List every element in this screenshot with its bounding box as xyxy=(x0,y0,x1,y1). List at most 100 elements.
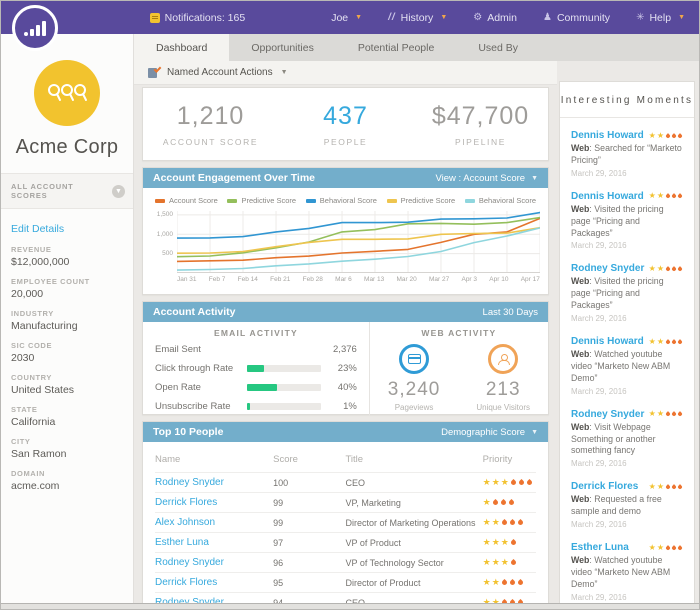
notifications-button[interactable]: Notifications: 165 xyxy=(149,12,245,24)
legend-item: Behavioral Score xyxy=(464,196,536,205)
legend-swatch xyxy=(464,198,475,203)
priority-rating: ★ ★ xyxy=(649,336,683,346)
legend-label: Account Score xyxy=(169,196,218,205)
flame-icon xyxy=(677,132,683,139)
moment-header: Dennis Howard ★ ★ xyxy=(571,130,683,141)
tab-opportunities[interactable]: Opportunities xyxy=(251,41,314,54)
moment-text: Web: Visited the pricing page “Pricing a… xyxy=(571,276,664,311)
summary-stats-card: 1,210 ACCOUNT SCORE 437 PEOPLE $47,700 PIPELI… xyxy=(142,87,549,161)
caret-down-icon: ▼ xyxy=(440,14,448,21)
metric-bar xyxy=(247,384,321,391)
table-row: Rodney Snyder 100 CEO ★ ★ ★ xyxy=(155,472,536,492)
table-row: Rodney Snyder 96 VP of Technology Sector ★ ★… xyxy=(155,552,536,572)
tab-dashboard[interactable]: Dashboard xyxy=(134,34,230,61)
help-menu[interactable]: ✳ Help ▼ xyxy=(636,12,685,24)
help-label: Help xyxy=(649,11,672,24)
caret-down-icon: ▼ xyxy=(678,14,685,21)
field-value: United States xyxy=(11,384,75,396)
edit-details-link[interactable]: Edit Details xyxy=(11,223,65,235)
moment-person-link[interactable]: Dennis Howard xyxy=(571,190,644,202)
moment-channel: Web xyxy=(571,421,590,432)
person-name-link[interactable]: Rodney Snyder xyxy=(155,477,224,488)
moment-person-link[interactable]: Rodney Snyder xyxy=(571,408,645,420)
stat-account-score: 1,210 ACCOUNT SCORE xyxy=(143,102,278,147)
moment-person-link[interactable]: Dennis Howard xyxy=(571,130,644,141)
user-menu[interactable]: Joe ▼ xyxy=(331,12,362,24)
all-account-scores-row[interactable]: ALL ACCOUNT SCORES ▼ xyxy=(1,174,133,209)
email-activity-row: Click through Rate 23% xyxy=(155,363,357,374)
flame-icon xyxy=(509,578,517,587)
person-icon xyxy=(488,344,519,374)
view-score-dropdown[interactable]: View : Account Score ▼ xyxy=(435,173,538,184)
moment-channel: Web xyxy=(571,203,590,214)
engagement-chart-header: Account Engagement Over Time View : Acco… xyxy=(143,168,548,188)
moment-header: Dennis Howard ★ ★ xyxy=(571,191,683,202)
field-label: STATE xyxy=(11,405,38,414)
demographic-score-dropdown[interactable]: Demographic Score ▼ xyxy=(441,427,538,438)
column-header: Score xyxy=(273,453,298,465)
moment-person-link[interactable]: Dennis Howard xyxy=(571,336,644,347)
person-score: 100 xyxy=(273,477,289,488)
account-field: REVENUE $12,000,000 xyxy=(11,245,123,268)
person-name-link[interactable]: Rodney Snyder xyxy=(155,557,224,568)
person-name-link[interactable]: Alex Johnson xyxy=(155,517,216,528)
moment-text: Web: Searched for “Marketo Pricing” xyxy=(571,143,682,165)
legend-label: Predictive Score xyxy=(241,196,297,205)
table-row: Alex Johnson 99 Director of Marketing Oper… xyxy=(155,512,536,532)
email-metric-value: 1% xyxy=(343,401,357,412)
marketo-logo-icon[interactable] xyxy=(12,5,58,51)
legend-swatch xyxy=(305,198,316,203)
chevron-down-icon[interactable]: ▼ xyxy=(112,184,125,198)
star-icon: ★ xyxy=(656,336,664,346)
tab-potential-people[interactable]: Potential People xyxy=(357,41,435,54)
history-menu[interactable]: // History ▼ xyxy=(388,12,447,24)
legend-swatch xyxy=(155,198,165,203)
flame-icon xyxy=(671,193,677,200)
stat-value: $47,700 xyxy=(431,101,530,130)
star-icon: ★ xyxy=(491,577,500,587)
priority-rating: ★ ★ xyxy=(649,131,683,140)
person-name-link[interactable]: Esther Luna xyxy=(155,537,209,548)
tab-used-by[interactable]: Used By xyxy=(478,41,518,54)
priority-rating: ★ ★ xyxy=(649,264,683,273)
email-metric-label: Click through Rate xyxy=(155,363,234,374)
chart-y-axis: 1,500 1,000 500 xyxy=(151,211,175,273)
community-menu[interactable]: ♟ Community xyxy=(543,12,610,24)
moment-person-link[interactable]: Rodney Snyder xyxy=(571,263,645,275)
legend-swatch xyxy=(227,198,238,203)
moment-person-link[interactable]: Esther Luna xyxy=(571,542,629,553)
moment-channel: Web xyxy=(571,349,590,359)
flame-icon xyxy=(500,498,508,507)
moment-date: March 29, 2016 xyxy=(571,386,627,396)
star-icon: ★ xyxy=(648,481,656,491)
named-account-actions-button[interactable]: Named Account Actions ▼ xyxy=(134,61,557,85)
person-name-link[interactable]: Derrick Flores xyxy=(155,577,218,588)
metric-bar xyxy=(247,346,321,353)
star-icon: ★ xyxy=(482,497,491,507)
person-name-link[interactable]: Derrick Flores xyxy=(155,497,218,508)
chart-x-axis: Jan 31 Feb 7 Feb 14 Feb 21 Feb 28 Mar 6 Mar 13… xyxy=(177,276,540,283)
priority-rating: ★ ★ xyxy=(483,578,536,587)
star-icon: ★ xyxy=(491,557,500,567)
field-value: California xyxy=(11,416,56,428)
person-name-link[interactable]: Rodney Snyder xyxy=(155,597,273,608)
account-field: COUNTRY United States xyxy=(11,373,123,396)
metric-bar-fill xyxy=(247,384,277,391)
email-metric-value: 23% xyxy=(337,363,357,374)
named-account-actions-icon xyxy=(148,64,162,79)
field-label: COUNTRY xyxy=(11,373,53,382)
flame-icon xyxy=(671,132,677,139)
account-activity-title: Account Activity xyxy=(153,306,236,318)
flame-icon xyxy=(517,518,525,527)
email-activity-row: Email Sent 2,376 xyxy=(155,344,357,355)
admin-menu[interactable]: ⚙ Admin xyxy=(473,12,517,24)
moment-date: March 29, 2016 xyxy=(571,592,627,602)
person-title: VP of Technology Sector xyxy=(345,557,444,568)
moment-person-link[interactable]: Derrick Flores xyxy=(571,481,639,493)
line-chart xyxy=(176,211,541,273)
x-tick-label: Mar 6 xyxy=(335,276,352,283)
priority-rating: ★ ★ xyxy=(483,598,536,607)
flame-icon xyxy=(677,266,683,272)
star-icon: ★ xyxy=(500,477,509,487)
